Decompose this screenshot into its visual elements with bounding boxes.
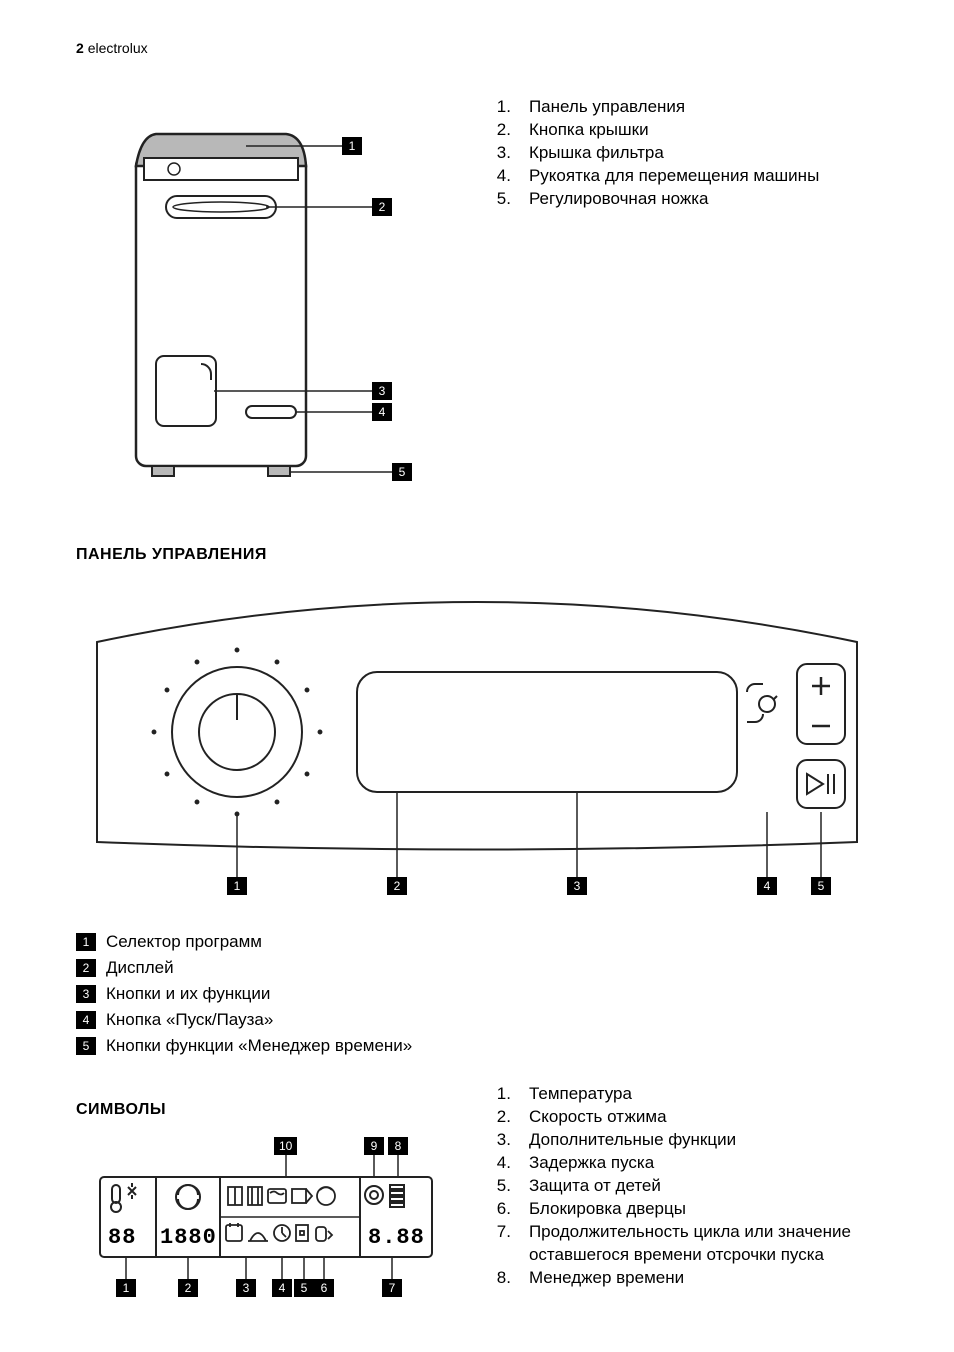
- page-number: 2: [76, 40, 84, 56]
- machine-diagram-column: 1 2 3 4 5: [76, 96, 461, 496]
- parts-item: 3.Крышка фильтра: [491, 142, 878, 165]
- symbols-item: 1.Температура: [491, 1083, 878, 1106]
- symbols-item: 5.Защита от детей: [491, 1175, 878, 1198]
- sym-callout-9: 9: [364, 1137, 384, 1155]
- page-header: 2 electrolux: [76, 40, 878, 56]
- sym-callout-4: 4: [272, 1279, 292, 1297]
- panel-callout-4: 4: [757, 877, 777, 895]
- panel-callout-2: 2: [387, 877, 407, 895]
- sym-callout-2: 2: [178, 1279, 198, 1297]
- control-panel-legend: 1Селектор программ 2Дисплей 3Кнопки и их…: [76, 932, 878, 1056]
- legend-item: 3Кнопки и их функции: [76, 984, 878, 1004]
- parts-list-column: 1.Панель управления 2.Кнопка крышки 3.Кр…: [491, 96, 878, 496]
- display-spin: 1880: [160, 1225, 217, 1250]
- sym-callout-6: 6: [314, 1279, 334, 1297]
- panel-callout-1: 1: [227, 877, 247, 895]
- parts-item: 1.Панель управления: [491, 96, 878, 119]
- machine-diagram: 1 2 3 4 5: [96, 96, 436, 496]
- legend-item: 1Селектор программ: [76, 932, 878, 952]
- callout-5: 5: [392, 463, 412, 481]
- control-panel-title: ПАНЕЛЬ УПРАВЛЕНИЯ: [76, 546, 878, 564]
- symbols-title: СИМВОЛЫ: [76, 1101, 461, 1119]
- sym-callout-7: 7: [382, 1279, 402, 1297]
- legend-item: 2Дисплей: [76, 958, 878, 978]
- callout-1: 1: [342, 137, 362, 155]
- display-temp: 88: [108, 1225, 136, 1250]
- sym-callout-3: 3: [236, 1279, 256, 1297]
- symbols-section: СИМВОЛЫ: [76, 1081, 878, 1297]
- legend-item: 5Кнопки функции «Менеджер времени»: [76, 1036, 878, 1056]
- control-panel-diagram: 1 2 3 4 5: [77, 582, 877, 912]
- symbols-item: 8.Менеджер времени: [491, 1267, 878, 1290]
- callout-4: 4: [372, 403, 392, 421]
- display-diagram: 88 1880 8.88 10 9 8 1 2 3 4 5 6 7: [96, 1137, 436, 1297]
- brand-name: electrolux: [88, 40, 148, 56]
- legend-item: 4Кнопка «Пуск/Пауза»: [76, 1010, 878, 1030]
- symbols-item: 6.Блокировка дверцы: [491, 1198, 878, 1221]
- parts-item: 5.Регулировочная ножка: [491, 188, 878, 211]
- symbols-item: 2.Скорость отжима: [491, 1106, 878, 1129]
- panel-callout-5: 5: [811, 877, 831, 895]
- overview-section: 1 2 3 4 5 1.Панель управления 2.Кнопка к…: [76, 96, 878, 496]
- display-time: 8.88: [368, 1225, 425, 1250]
- symbols-item: 4.Задержка пуска: [491, 1152, 878, 1175]
- symbols-item: 7.Продолжительность цикла или значение о…: [491, 1221, 878, 1267]
- callout-2: 2: [372, 198, 392, 216]
- panel-callout-3: 3: [567, 877, 587, 895]
- callout-3: 3: [372, 382, 392, 400]
- sym-callout-10: 10: [274, 1137, 297, 1155]
- sym-callout-1: 1: [116, 1279, 136, 1297]
- parts-list: 1.Панель управления 2.Кнопка крышки 3.Кр…: [491, 96, 878, 211]
- symbols-list: 1.Температура 2.Скорость отжима 3.Дополн…: [491, 1083, 878, 1289]
- sym-callout-8: 8: [388, 1137, 408, 1155]
- symbols-item: 3.Дополнительные функции: [491, 1129, 878, 1152]
- parts-item: 2.Кнопка крышки: [491, 119, 878, 142]
- sym-callout-5: 5: [294, 1279, 314, 1297]
- parts-item: 4.Рукоятка для перемещения машины: [491, 165, 878, 188]
